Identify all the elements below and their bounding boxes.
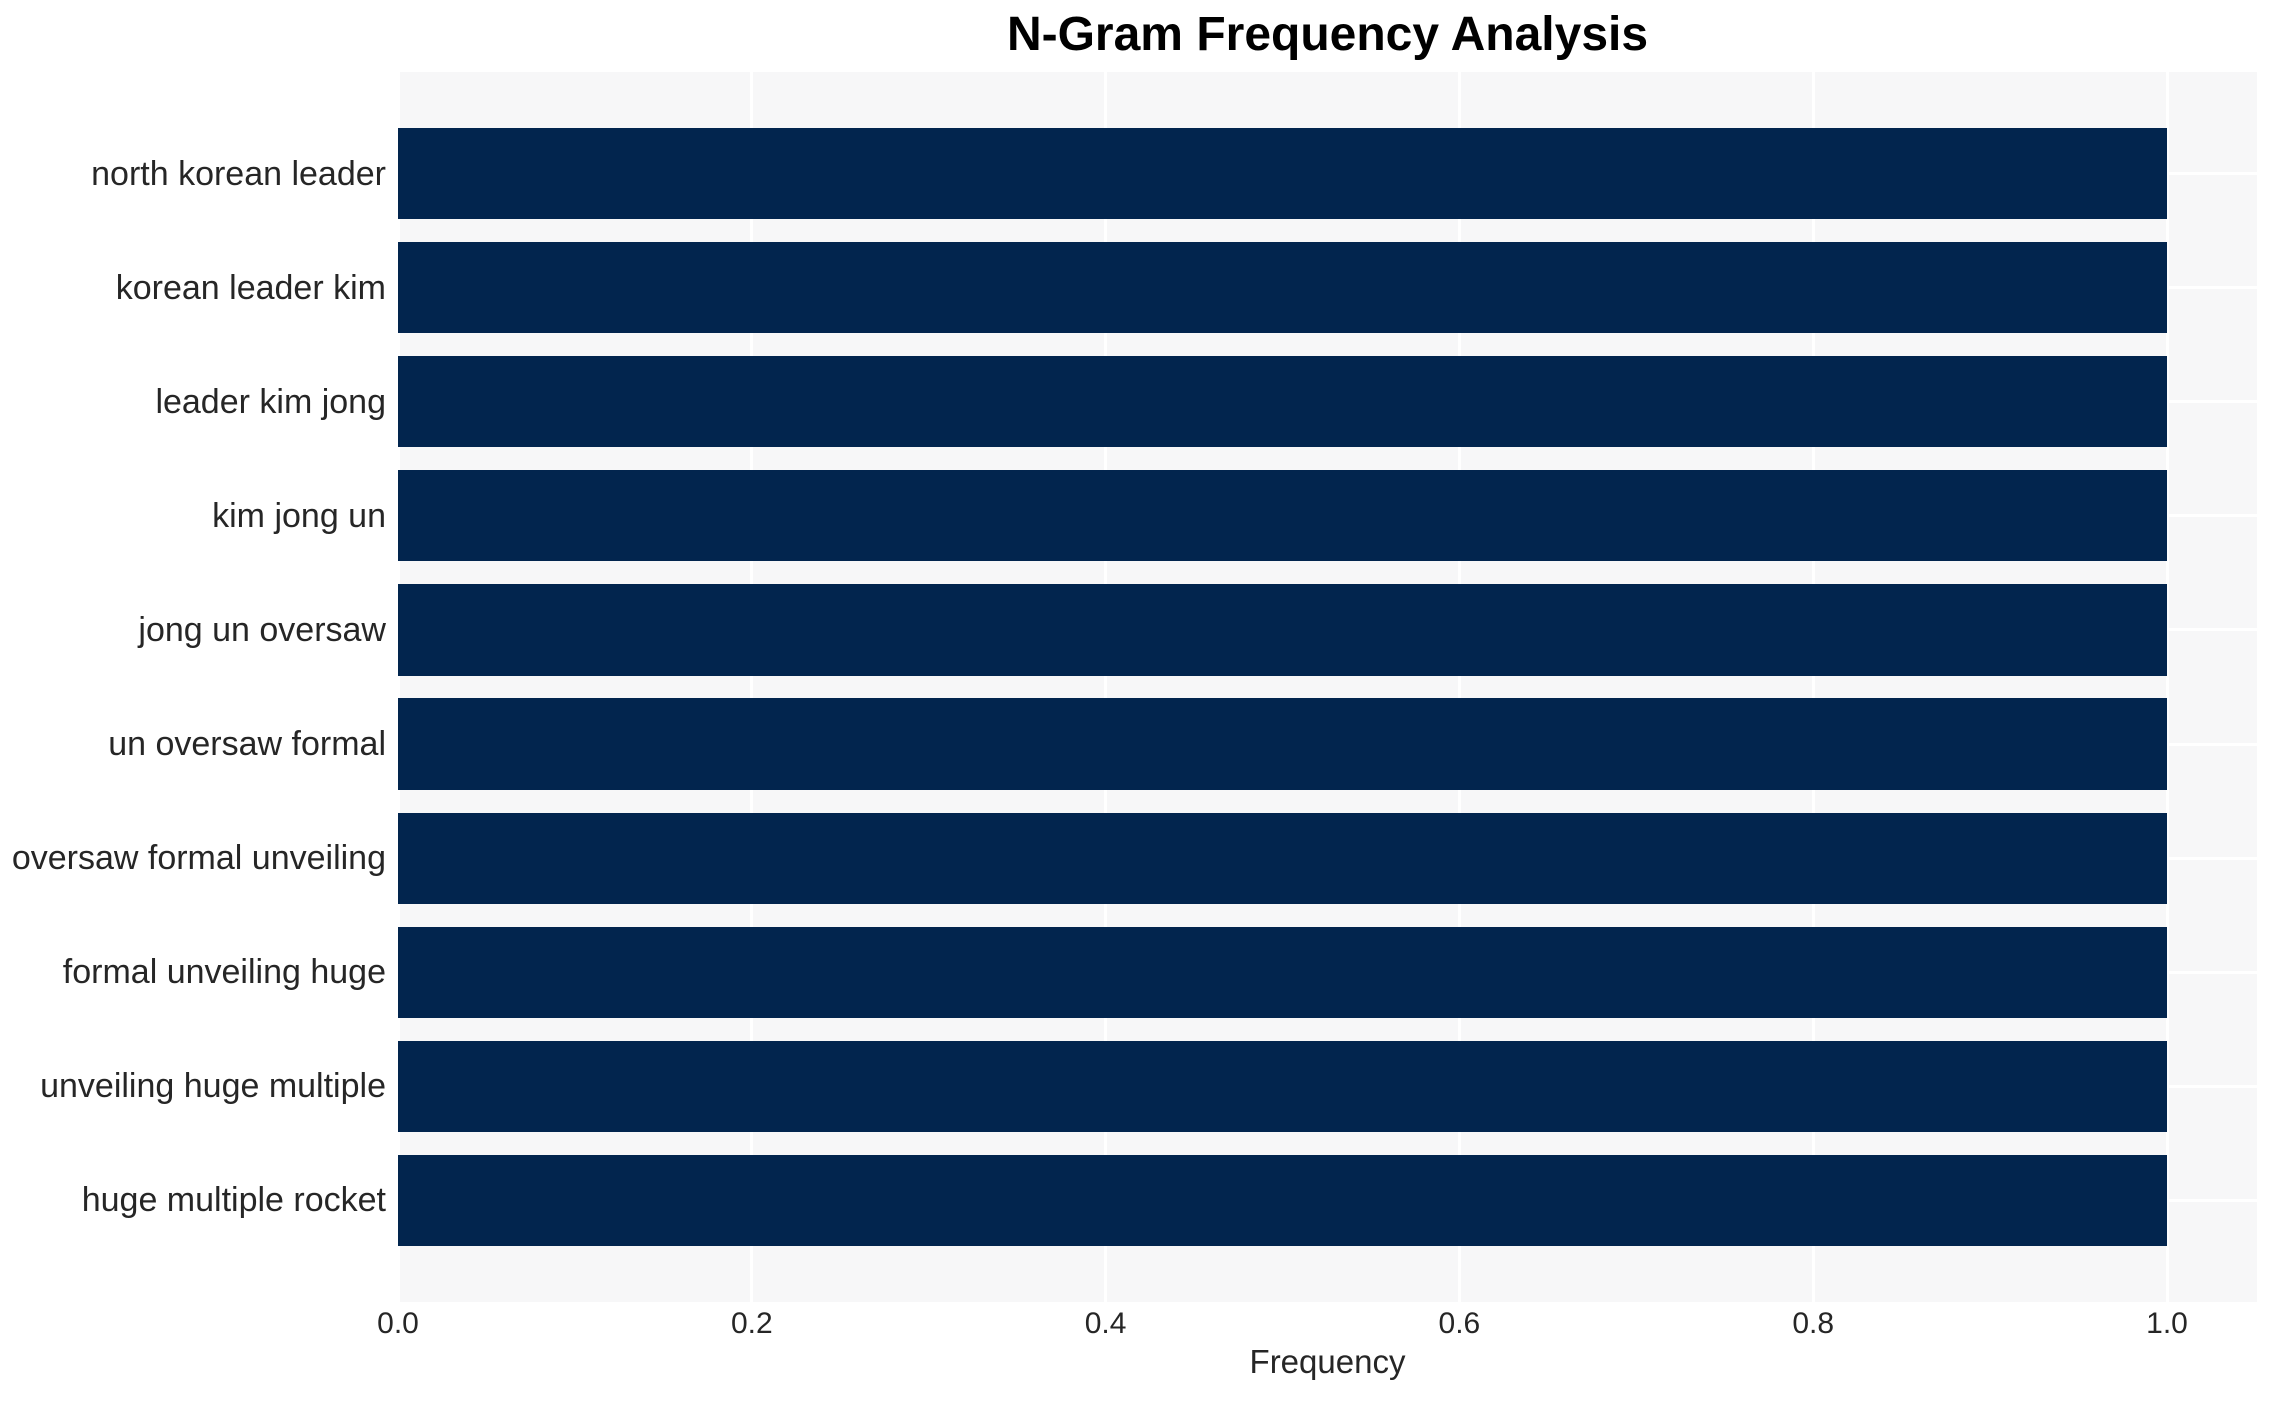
x-axis-title: Frequency — [1249, 1343, 1406, 1380]
v-gridline — [750, 72, 754, 1302]
y-tick-label: unveiling huge multiple — [40, 1067, 386, 1106]
bar — [398, 470, 2167, 562]
y-tick-label: formal unveiling huge — [62, 953, 386, 992]
bar — [398, 926, 2167, 1018]
bar — [398, 1154, 2167, 1247]
y-tick-label: north korean leader — [91, 154, 386, 193]
y-tick-label: leader kim jong — [155, 382, 386, 421]
bar — [398, 242, 2167, 334]
v-gridline — [2165, 72, 2169, 1302]
bar — [398, 584, 2167, 676]
bar — [398, 127, 2167, 220]
y-tick-label: korean leader kim — [115, 268, 386, 307]
y-tick-label: kim jong un — [212, 496, 386, 535]
x-tick-label: 1.0 — [2146, 1307, 2188, 1340]
chart-title: N-Gram Frequency Analysis — [1006, 8, 1649, 61]
bar — [398, 812, 2167, 904]
x-tick-label: 0.8 — [1792, 1307, 1835, 1340]
v-gridline — [396, 72, 400, 1302]
y-tick-label: huge multiple rocket — [81, 1181, 386, 1220]
x-tick-label: 0.6 — [1438, 1307, 1481, 1340]
bar — [398, 356, 2167, 448]
y-tick-label: jong un oversaw — [138, 610, 386, 649]
y-tick-label: un oversaw formal — [108, 725, 386, 764]
v-gridline — [1811, 72, 1815, 1302]
v-gridline — [1104, 72, 1108, 1302]
x-tick-label: 0.0 — [377, 1307, 419, 1340]
x-tick-label: 0.4 — [1084, 1307, 1127, 1340]
v-gridline — [1457, 72, 1461, 1302]
plot-area — [396, 72, 2257, 1302]
x-tick-label: 0.2 — [730, 1307, 773, 1340]
bar — [398, 1040, 2167, 1132]
bar — [398, 698, 2167, 790]
y-tick-label: oversaw formal unveiling — [11, 839, 386, 878]
